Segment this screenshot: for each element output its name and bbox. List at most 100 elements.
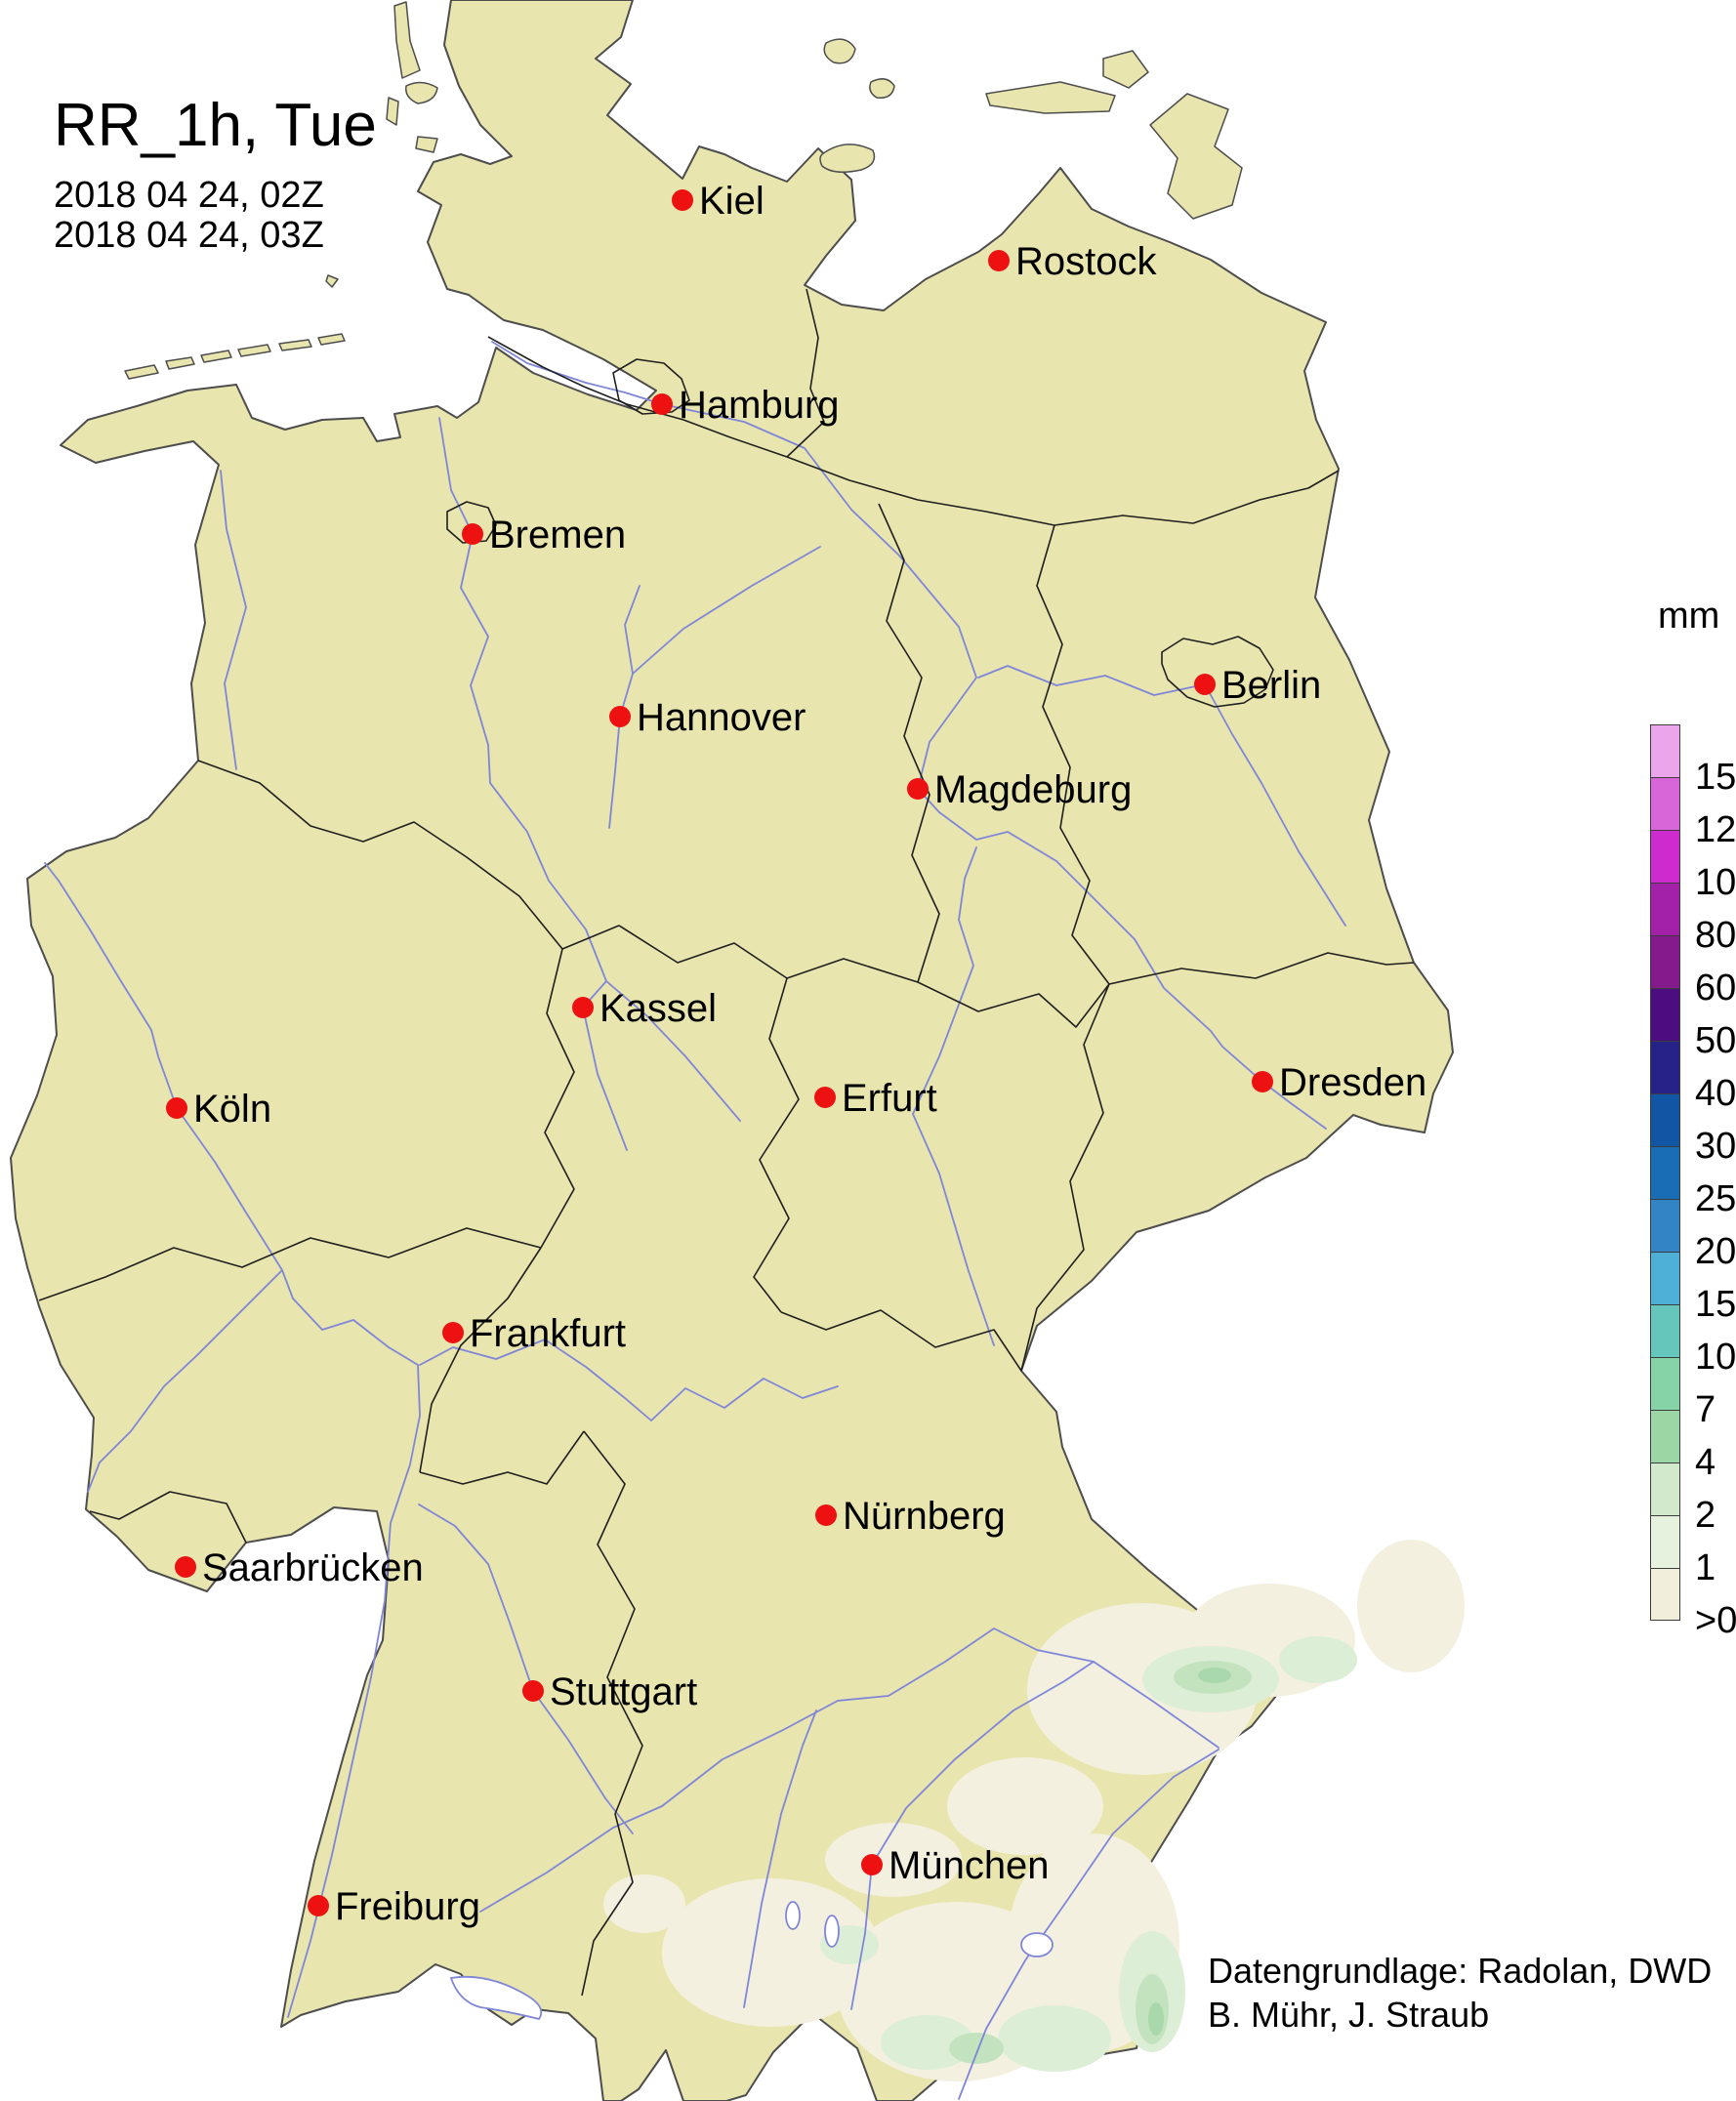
- city-dot-magdeburg: [907, 778, 929, 800]
- legend-color-segment: [1650, 1252, 1680, 1304]
- attribution-source: Datengrundlage: Radolan, DWD: [1208, 1951, 1713, 1991]
- city-label: Kiel: [699, 180, 765, 223]
- legend-color-segment: [1650, 1199, 1680, 1252]
- islands: [124, 1, 1243, 380]
- city-dot-hannover: [609, 706, 631, 727]
- city-label: München: [889, 1844, 1050, 1887]
- river-neckar: [418, 1504, 634, 1834]
- mainland-outline: [10, 0, 1454, 2101]
- river-rhine: [44, 862, 421, 2018]
- legend-tick-label: 15: [1695, 1284, 1736, 1325]
- legend-tick-label: 40: [1695, 1073, 1736, 1114]
- legend-tick-label: 10: [1695, 1337, 1736, 1378]
- attribution: Datengrundlage: Radolan, DWD B. Mühr, J.…: [1208, 1949, 1712, 2037]
- city-dot-nürnberg: [815, 1504, 837, 1526]
- city-label: Frankfurt: [470, 1312, 626, 1355]
- river-main: [419, 1339, 839, 1421]
- river-havel: [977, 665, 1206, 696]
- city-label: Erfurt: [842, 1077, 937, 1120]
- river-aller: [632, 546, 821, 675]
- legend-tick-label: 25: [1695, 1178, 1736, 1219]
- legend-color-segment: [1650, 1146, 1680, 1199]
- city-dot-bremen: [462, 523, 483, 545]
- legend-color-segment: [1650, 1304, 1680, 1357]
- city-label: Berlin: [1221, 664, 1321, 707]
- legend-color-segment: [1650, 830, 1680, 883]
- city-label: Köln: [193, 1088, 271, 1131]
- river-mosel: [87, 1269, 283, 1493]
- legend-color-segment: [1650, 1410, 1680, 1462]
- city-label: Hannover: [637, 696, 806, 739]
- page-title: RR_1h, Tue: [54, 92, 377, 159]
- city-label: Magdeburg: [934, 768, 1132, 811]
- legend-tick-label: 50: [1695, 1020, 1736, 1061]
- city-dot-münchen: [861, 1854, 883, 1875]
- river-werra: [605, 980, 741, 1122]
- legend-color-segment: [1650, 1568, 1680, 1621]
- attribution-authors: B. Mühr, J. Straub: [1208, 1995, 1490, 2035]
- city-dot-köln: [166, 1097, 187, 1119]
- legend-tick-label: 1: [1695, 1547, 1716, 1588]
- legend-color-segment: [1650, 883, 1680, 935]
- lake-constance: [449, 1975, 543, 2021]
- legend-unit-label: mm: [1658, 596, 1720, 637]
- river-fulda: [582, 980, 628, 1151]
- river-ems: [220, 470, 247, 770]
- city-dot-berlin: [1194, 674, 1216, 695]
- timestamp-end: 2018 04 24, 03Z: [54, 215, 324, 256]
- city-label: Saarbrücken: [202, 1546, 424, 1589]
- river-isar: [850, 1661, 1095, 2010]
- river-leine: [608, 585, 641, 829]
- river-donau: [479, 1627, 1219, 1913]
- city-label: Dresden: [1279, 1061, 1426, 1104]
- legend-tick-label: >0: [1695, 1600, 1736, 1641]
- lake-ammersee: [785, 1901, 801, 1930]
- lakes: [449, 1901, 1054, 2021]
- city-label: Nürnberg: [843, 1495, 1006, 1538]
- legend-tick-label: 30: [1695, 1126, 1736, 1167]
- timestamp-lines: 2018 04 24, 02Z 2018 04 24, 03Z: [54, 176, 377, 256]
- legend-tick-label: 7: [1695, 1389, 1716, 1430]
- river-spree: [1204, 683, 1346, 927]
- city-dot-kassel: [572, 997, 594, 1018]
- city-dot-kiel: [672, 189, 693, 211]
- lake-chiemsee: [1020, 1932, 1054, 1957]
- city-dot-hamburg: [651, 393, 673, 415]
- legend-color-segment: [1650, 988, 1680, 1041]
- precipitation-areas: [603, 1540, 1465, 2081]
- timestamp-start: 2018 04 24, 02Z: [54, 175, 324, 216]
- legend-tick-label: 2: [1695, 1495, 1716, 1536]
- legend-color-segment: [1650, 724, 1680, 777]
- legend-color-segment: [1650, 1462, 1680, 1515]
- legend-tick-label: 4: [1695, 1442, 1716, 1483]
- legend-color-segment: [1650, 777, 1680, 830]
- city-label: Hamburg: [679, 384, 840, 427]
- city-dot-freiburg: [308, 1895, 329, 1916]
- bremen-city-boundary: [446, 501, 497, 544]
- berlin-city-boundary: [1161, 636, 1274, 708]
- city-dot-frankfurt: [442, 1322, 464, 1343]
- city-label: Stuttgart: [550, 1670, 697, 1713]
- hamburg-city-boundary: [612, 358, 690, 415]
- legend-color-segment: [1650, 1093, 1680, 1146]
- river-saale: [912, 846, 995, 1346]
- cities-layer: Kiel Rostock Hamburg Bremen Hannover Berlin Ma…: [166, 180, 1426, 1928]
- legend-tick-label: 100: [1695, 862, 1736, 903]
- city-dot-stuttgart: [522, 1680, 544, 1702]
- city-label: Bremen: [489, 514, 626, 556]
- legend-color-segment: [1650, 1515, 1680, 1568]
- city-label: Rostock: [1015, 240, 1157, 283]
- legend-tick-label: 20: [1695, 1231, 1736, 1272]
- legend-color-segment: [1650, 1357, 1680, 1410]
- city-dot-saarbrücken: [175, 1556, 196, 1578]
- city-label: Kassel: [599, 987, 717, 1030]
- title-block: RR_1h, Tue 2018 04 24, 02Z 2018 04 24, 0…: [54, 94, 377, 256]
- lake-starnberg: [824, 1915, 840, 1948]
- legend-color-segment: [1650, 1041, 1680, 1093]
- legend-tick-label: 80: [1695, 915, 1736, 956]
- city-dot-erfurt: [814, 1087, 836, 1108]
- river-lech: [743, 1710, 817, 2008]
- legend-tick-label: 125: [1695, 809, 1736, 850]
